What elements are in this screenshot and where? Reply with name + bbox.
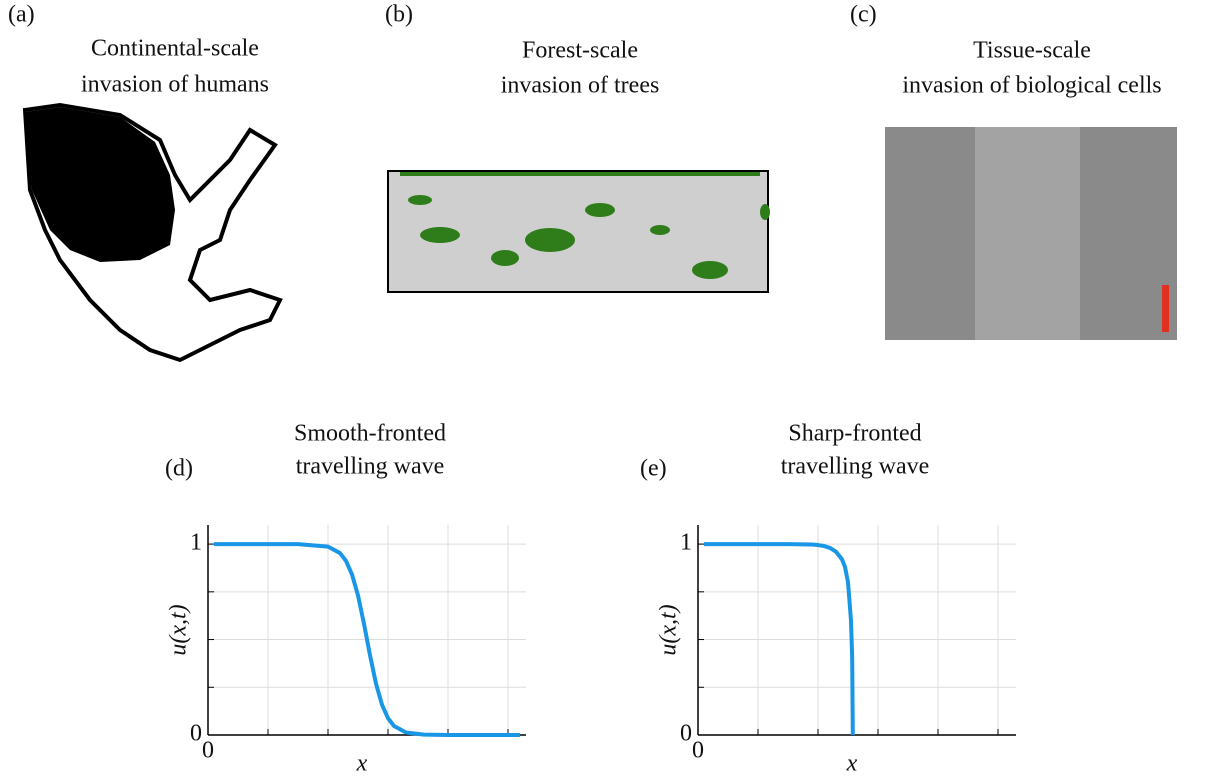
x-tick-label: 0 xyxy=(202,738,214,764)
x-axis-label: x xyxy=(356,751,368,777)
panel-label: (c) xyxy=(850,2,877,28)
chart-title: travelling wave xyxy=(781,454,930,480)
panel-title: Forest-scale xyxy=(522,38,638,64)
y-axis-label: u(x,t) xyxy=(656,604,682,655)
y-axis-label: u(x,t) xyxy=(166,604,192,655)
y-tick-label: 1 xyxy=(680,530,692,556)
chart-title: Sharp-fronted xyxy=(788,421,921,447)
panel-label: (a) xyxy=(8,2,35,28)
panel-title: Continental-scale xyxy=(91,36,259,62)
x-tick-label: 0 xyxy=(692,738,704,764)
map-image xyxy=(22,102,283,363)
x-axis-label: x xyxy=(846,751,858,777)
panel-label: (b) xyxy=(385,2,413,28)
data-line xyxy=(214,542,520,737)
panel-title: invasion of biological cells xyxy=(902,73,1161,99)
y-tick-label: 0 xyxy=(190,721,202,747)
y-tick-label: 0 xyxy=(680,721,692,747)
chart-title: travelling wave xyxy=(296,454,445,480)
cells-image xyxy=(885,127,1177,340)
panel-title: invasion of trees xyxy=(501,73,660,99)
panel-label: (e) xyxy=(640,456,667,482)
panel-title: Tissue-scale xyxy=(973,38,1091,64)
data-line xyxy=(704,542,855,736)
chart-title: Smooth-fronted xyxy=(294,421,446,447)
panel-label: (d) xyxy=(165,456,193,482)
panel-title: invasion of humans xyxy=(81,72,269,98)
y-tick-label: 1 xyxy=(190,530,202,556)
forest-image xyxy=(387,170,770,293)
